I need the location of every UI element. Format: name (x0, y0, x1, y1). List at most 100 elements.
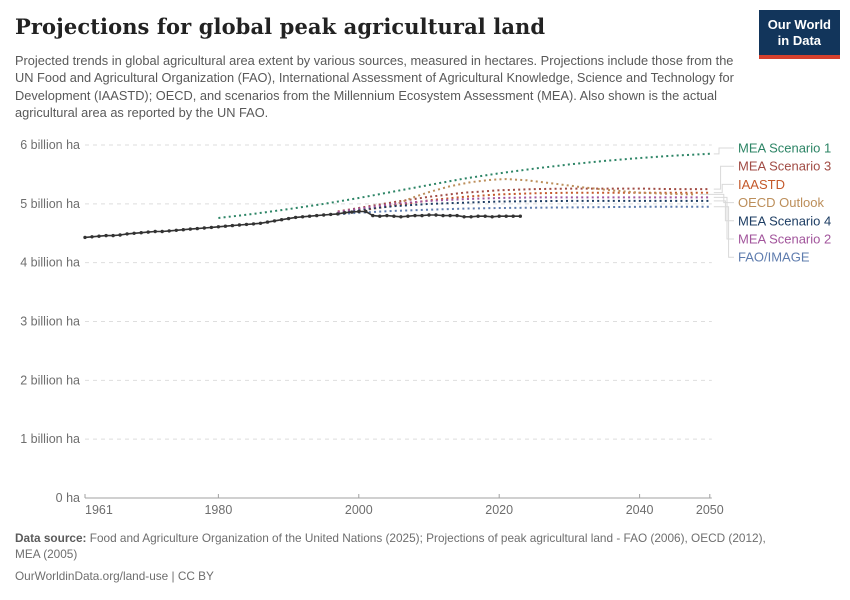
data-point (413, 213, 417, 218)
data-point (427, 213, 431, 217)
series-line-oecd-outlook[interactable] (393, 178, 696, 206)
x-tick-label: 2020 (485, 503, 513, 517)
data-point (160, 229, 164, 234)
chart-subtitle: Projected trends in global agricultural … (15, 53, 734, 120)
data-point (483, 214, 487, 218)
chart-footer: Data source: Food and Agriculture Organi… (15, 530, 785, 584)
data-point (497, 214, 501, 218)
data-point (357, 209, 361, 214)
owid-logo[interactable]: Our World in Data (758, 10, 840, 59)
legend-label-mea-scenario-2[interactable]: MEA Scenario 2 (738, 232, 831, 247)
data-point (230, 223, 235, 228)
y-tick-label: 5 billion ha (20, 197, 80, 211)
data-point (139, 231, 143, 235)
data-point (504, 214, 508, 218)
legend-connector (713, 196, 734, 240)
data-point (434, 213, 438, 217)
series-line-mea-scenario-2[interactable] (337, 196, 710, 214)
legend-label-mea-scenario-3[interactable]: MEA Scenario 3 (738, 159, 831, 174)
data-point (307, 214, 312, 218)
data-point (315, 213, 319, 218)
data-point (118, 233, 122, 237)
y-tick-label: 3 billion ha (20, 315, 80, 329)
data-point (293, 215, 298, 220)
y-tick-label: 6 billion ha (20, 138, 80, 152)
data-point (174, 228, 178, 232)
legend-label-mea-scenario-4[interactable]: MEA Scenario 4 (738, 213, 831, 228)
data-point (364, 209, 368, 214)
legend-connector (699, 193, 734, 204)
data-point (385, 213, 389, 218)
data-point (153, 229, 157, 234)
owid-logo-line1: Our World (767, 17, 831, 32)
data-point (167, 229, 171, 233)
data-point (244, 222, 249, 227)
data-point (490, 215, 494, 219)
data-source-line: Data source: Food and Agriculture Organi… (15, 530, 785, 562)
page-title: Projections for global peak agricultural… (15, 14, 546, 39)
data-point (202, 226, 206, 230)
data-point (406, 214, 410, 218)
series-line-fao-image[interactable] (337, 205, 710, 216)
data-point (251, 222, 256, 226)
legend-label-iaastd[interactable]: IAASTD (738, 177, 785, 192)
x-tick-label: 1961 (85, 503, 113, 517)
data-point (286, 216, 291, 221)
data-point (223, 224, 228, 228)
data-point (469, 215, 473, 219)
data-point (195, 226, 199, 231)
data-point (518, 214, 522, 218)
y-tick-label: 2 billion ha (20, 373, 80, 387)
legend-connector (713, 183, 734, 194)
data-point (90, 235, 94, 239)
legend-label-oecd-outlook[interactable]: OECD Outlook (738, 195, 824, 210)
data-point (343, 211, 347, 215)
data-point (336, 212, 340, 216)
data-point (97, 234, 101, 238)
data-point (83, 235, 87, 240)
legend-connector (713, 165, 734, 190)
data-point (132, 231, 136, 235)
data-source-label: Data source: (15, 531, 87, 545)
data-point (237, 223, 242, 227)
series-line-iaastd[interactable] (358, 191, 710, 212)
data-point (511, 214, 515, 218)
series-line-mea-scenario-4[interactable] (337, 199, 710, 214)
data-point (392, 214, 396, 218)
data-point (209, 225, 214, 230)
data-point (455, 213, 459, 218)
legend-connector (713, 206, 734, 258)
data-point (300, 215, 305, 219)
owid-logo-line2: in Data (777, 33, 822, 49)
data-point (181, 228, 185, 232)
legend-connector (713, 200, 734, 222)
legend-connector (713, 147, 734, 155)
data-point (378, 214, 382, 218)
x-tick-label: 2040 (626, 503, 654, 517)
data-point (462, 215, 466, 219)
y-tick-label: 0 ha (56, 491, 80, 505)
x-tick-label: 2050 (696, 503, 724, 517)
data-point (188, 227, 192, 231)
legend-label-fao-image[interactable]: FAO/IMAGE (738, 250, 810, 265)
y-tick-label: 4 billion ha (20, 256, 80, 270)
data-point (111, 233, 115, 238)
data-point (272, 219, 277, 223)
x-tick-label: 2000 (345, 503, 373, 517)
data-point (216, 225, 221, 229)
data-point (258, 221, 263, 225)
data-point (322, 213, 326, 217)
data-source-text: Food and Agriculture Organization of the… (15, 531, 766, 561)
data-point (104, 233, 108, 238)
license-link[interactable]: OurWorldinData.org/land-use | CC BY (15, 569, 214, 583)
data-point (146, 230, 150, 234)
data-point (350, 210, 354, 214)
data-point (265, 220, 270, 224)
y-tick-label: 1 billion ha (20, 432, 80, 446)
data-point (448, 213, 452, 218)
data-point (399, 215, 403, 219)
data-point (329, 212, 333, 217)
legend-label-mea-scenario-1[interactable]: MEA Scenario 1 (738, 141, 831, 156)
